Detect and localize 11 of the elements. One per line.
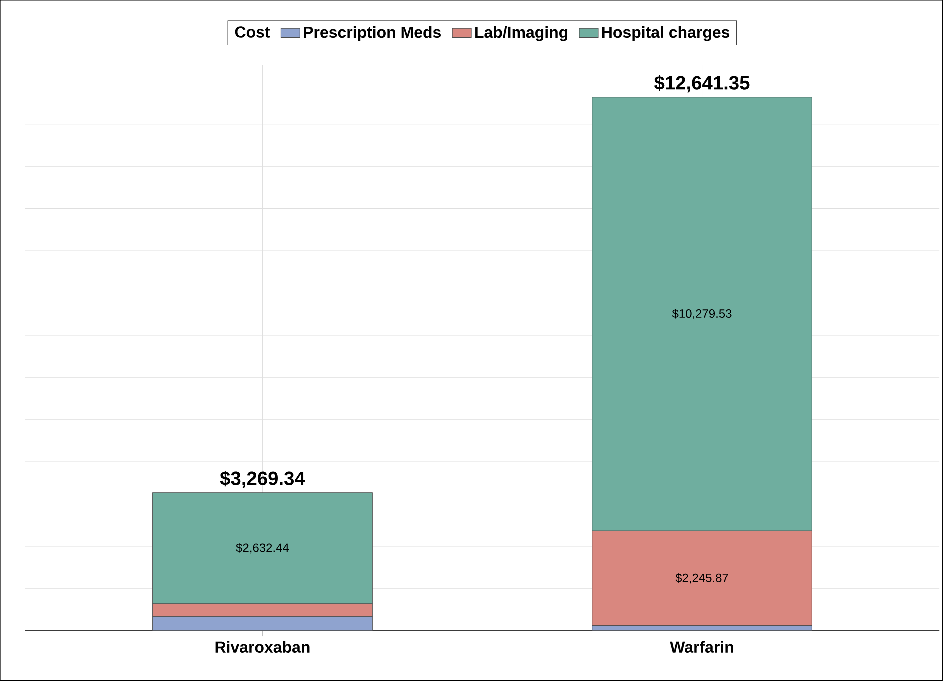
data-label: $10,279.53 (672, 308, 732, 320)
legend-label: Lab/Imaging (476, 26, 568, 42)
x-tick-label: Warfarin (670, 641, 734, 653)
legend-label: Prescription Meds (304, 26, 441, 42)
legend-title: Cost (235, 26, 270, 38)
total-label: $3,269.34 (220, 470, 306, 488)
data-label: $2,632.44 (236, 543, 290, 554)
data-label: $2,245.87 (676, 573, 728, 584)
legend-label: Hospital charges (602, 26, 730, 42)
total-label: $12,641.35 (654, 75, 750, 93)
x-tick-label: Rivaroxaban (216, 641, 310, 653)
